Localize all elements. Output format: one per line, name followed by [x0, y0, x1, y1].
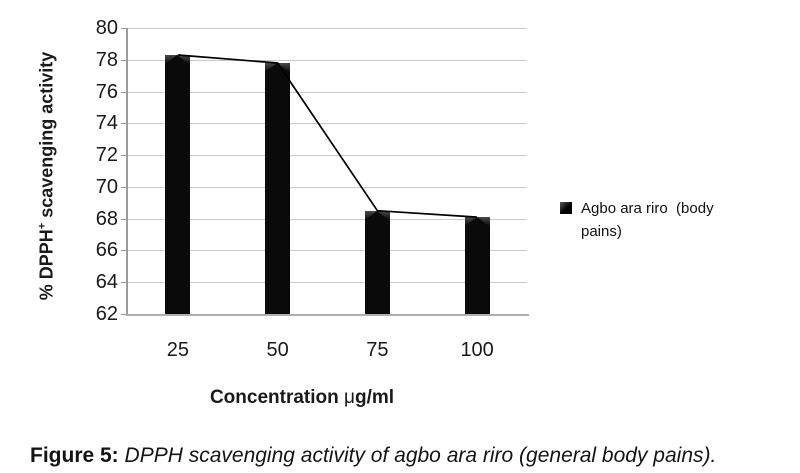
y-axis-tick: [121, 186, 128, 188]
bar-75: [364, 210, 390, 314]
y-axis-line: [126, 28, 128, 316]
x-tick-label: 25: [166, 339, 189, 361]
bar-25: [165, 55, 191, 314]
y-axis-tick: [121, 250, 128, 252]
y-axis-tick: [121, 123, 128, 125]
gridline: [128, 28, 527, 29]
y-tick-label: 80: [95, 17, 118, 39]
y-axis-tick: [121, 314, 128, 315]
y-tick-label: 62: [95, 303, 118, 325]
x-axis-line: [126, 314, 529, 316]
y-tick-label: 68: [95, 207, 118, 230]
y-tick-label: 72: [95, 144, 118, 167]
x-axis-title-suffix: g/ml: [354, 387, 395, 408]
figure-caption-label: Figure 5:: [30, 444, 119, 467]
y-axis-tick: [121, 28, 128, 29]
gridline: [128, 282, 527, 284]
x-axis-title-prefix: Concentration: [209, 387, 345, 408]
mu-symbol: μ: [344, 387, 355, 408]
gridline: [128, 218, 527, 220]
y-axis-tick: [121, 59, 128, 61]
y-tick-label: 70: [95, 175, 118, 198]
y-tick-label: 66: [95, 239, 118, 262]
y-axis-title-rest: scavenging activity: [36, 51, 57, 223]
y-tick-label: 64: [95, 271, 118, 294]
figure-caption-text: DPPH scavenging activity of agbo ara rir…: [124, 444, 717, 467]
bar-100: [464, 217, 490, 314]
y-axis-tick: [121, 218, 128, 220]
x-tick-label: 75: [366, 339, 389, 361]
legend-series-label: Agbo ara riro (body pains): [581, 200, 718, 240]
y-axis-tick: [121, 282, 128, 284]
y-tick-label: 78: [95, 48, 118, 71]
y-tick-label: 74: [95, 112, 118, 135]
y-axis-title: % DPPH+ scavenging activity: [37, 52, 58, 301]
legend-marker-square-icon: [560, 202, 572, 214]
y-axis-title-sup: +: [36, 222, 49, 230]
x-tick-label: 50: [266, 339, 289, 361]
bar-50: [265, 62, 291, 314]
y-axis-title-main: % DPPH: [36, 229, 57, 301]
y-axis-tick: [121, 155, 128, 157]
x-tick-label: 100: [460, 339, 494, 361]
legend: Agbo ara riro (body pains): [560, 197, 739, 243]
gridline: [128, 250, 527, 252]
x-axis-title: Concentration μg/ml: [210, 387, 394, 409]
figure-caption: Figure 5: DPPH scavenging activity of ag…: [30, 444, 795, 468]
y-axis-tick: [121, 91, 128, 93]
y-tick-label: 76: [95, 80, 118, 103]
